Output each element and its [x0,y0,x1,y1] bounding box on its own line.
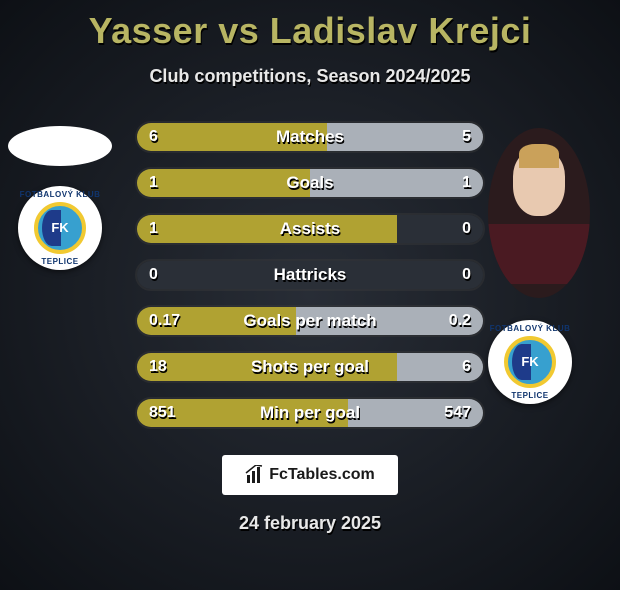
stat-value-left: 0 [149,266,158,284]
player-right-portrait [488,128,590,298]
stat-row: 851 547 Min per goal [135,397,485,429]
stat-value-right: 547 [444,404,471,422]
stat-fill-right [310,169,483,197]
brand-text: FcTables.com [269,466,375,484]
stat-value-left: 1 [149,220,158,238]
subtitle: Club competitions, Season 2024/2025 [0,66,620,87]
stat-fill-right [327,123,483,151]
stat-value-right: 0 [462,266,471,284]
stat-row: 6 5 Matches [135,121,485,153]
stat-row: 18 6 Shots per goal [135,351,485,383]
page-title: Yasser vs Ladislav Krejci [0,10,620,52]
stat-label: Shots per goal [251,357,369,377]
date-label: 24 february 2025 [0,513,620,534]
stat-value-right: 1 [462,174,471,192]
brand-logo: FcTables.com [222,455,398,495]
club-badge-right: FOTBALOVÝ KLUB TEPLICE FK [488,320,572,404]
player-left-silhouette [8,126,112,166]
stat-value-right: 5 [462,128,471,146]
stat-label: Goals per match [243,311,376,331]
comparison-rows: 6 5 Matches 1 1 Goals 1 0 Assists 0 0 Hattricks 0.17… [135,121,485,429]
stat-row: 1 1 Goals [135,167,485,199]
stat-fill-left [137,215,397,243]
stat-row: 0.17 0.2 Goals per match [135,305,485,337]
stat-value-left: 6 [149,128,158,146]
stat-row: 1 0 Assists [135,213,485,245]
stat-value-right: 0.2 [449,312,471,330]
stat-value-left: 851 [149,404,176,422]
stat-value-right: 0 [462,220,471,238]
stat-label: Matches [276,127,344,147]
stat-row: 0 0 Hattricks [135,259,485,291]
club-badge-left: FOTBALOVÝ KLUB TEPLICE FK [18,186,102,270]
stat-value-left: 18 [149,358,167,376]
stat-label: Assists [280,219,340,239]
stat-value-left: 1 [149,174,158,192]
stat-label: Hattricks [274,265,347,285]
stat-label: Goals [286,173,333,193]
stat-value-left: 0.17 [149,312,180,330]
stat-label: Min per goal [260,403,360,423]
stat-fill-left [137,169,310,197]
stat-value-right: 6 [462,358,471,376]
chart-icon [245,465,265,485]
